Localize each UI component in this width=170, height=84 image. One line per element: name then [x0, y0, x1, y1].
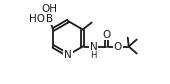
Text: N: N: [90, 41, 98, 51]
Text: O: O: [114, 41, 122, 51]
Text: N: N: [64, 50, 72, 60]
Text: HO: HO: [29, 15, 45, 25]
Text: B: B: [46, 15, 53, 25]
Text: O: O: [103, 29, 111, 39]
Text: OH: OH: [41, 4, 57, 14]
Text: H: H: [91, 51, 97, 60]
